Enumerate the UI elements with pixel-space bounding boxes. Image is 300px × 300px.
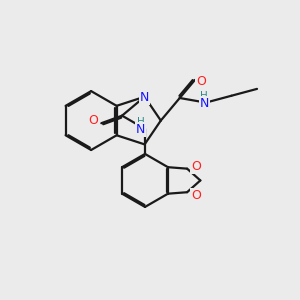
Text: O: O — [196, 75, 206, 88]
Text: O: O — [191, 189, 201, 202]
Text: N: N — [136, 123, 145, 136]
Text: H: H — [200, 91, 208, 101]
Text: O: O — [88, 114, 98, 127]
Text: N: N — [200, 97, 209, 110]
Text: H: H — [137, 117, 145, 128]
Text: N: N — [140, 91, 149, 103]
Text: O: O — [191, 160, 201, 173]
